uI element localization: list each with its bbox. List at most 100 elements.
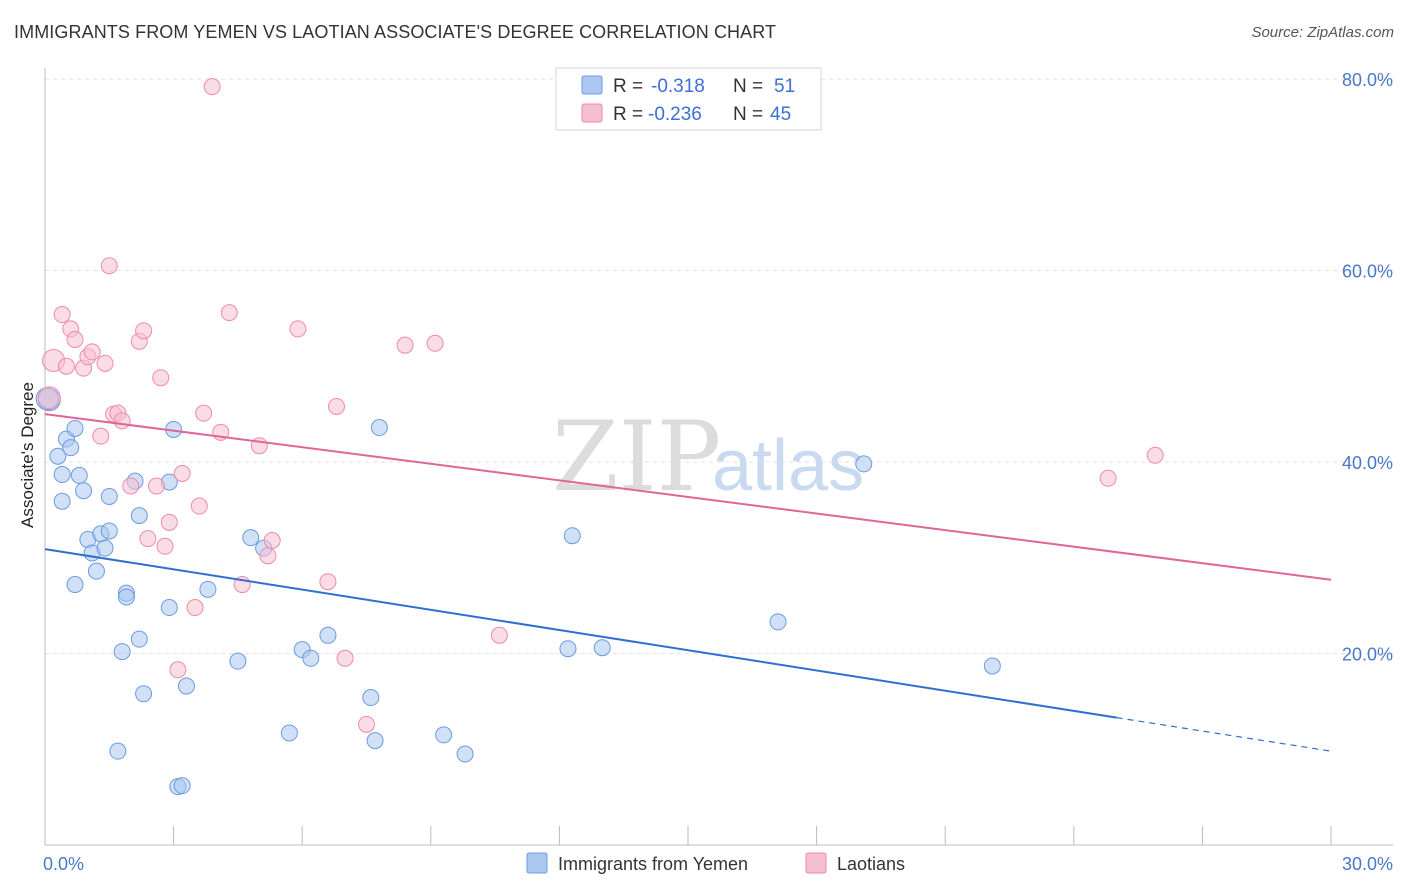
data-point bbox=[426, 334, 444, 352]
data-point bbox=[319, 573, 337, 591]
source-credit: Source: ZipAtlas.com bbox=[1251, 24, 1394, 41]
series-legend-label-laotians: Laotians bbox=[837, 854, 905, 874]
y-tick-label: 20.0% bbox=[1342, 645, 1393, 665]
data-point bbox=[1099, 469, 1117, 487]
data-point bbox=[396, 336, 414, 354]
y-tick-label: 80.0% bbox=[1342, 70, 1393, 90]
data-point bbox=[220, 304, 238, 322]
series-legend-swatch-laotians bbox=[805, 852, 827, 874]
data-point bbox=[130, 630, 148, 648]
legend-r-label-yemen: R = bbox=[613, 76, 643, 97]
watermark-zip: ZIP bbox=[552, 401, 721, 513]
data-point bbox=[169, 661, 187, 679]
legend-r-label-laotians: R = bbox=[613, 104, 643, 125]
trend-line-laotians bbox=[44, 413, 1332, 581]
data-point bbox=[302, 649, 320, 667]
axes bbox=[44, 68, 1393, 846]
legend-n-label-laotians: N = bbox=[733, 104, 763, 125]
x-tick-label-max: 30.0% bbox=[1342, 854, 1393, 874]
data-point bbox=[70, 466, 88, 484]
data-point bbox=[83, 343, 101, 361]
data-point bbox=[113, 412, 131, 430]
y-axis-title: Associate's Degree bbox=[18, 382, 37, 528]
data-point bbox=[100, 257, 118, 275]
data-point bbox=[593, 639, 611, 657]
data-point bbox=[199, 580, 217, 598]
data-point bbox=[319, 626, 337, 644]
data-point bbox=[559, 640, 577, 658]
data-point bbox=[177, 677, 195, 695]
data-point bbox=[53, 492, 71, 510]
data-point bbox=[135, 685, 153, 703]
data-point bbox=[152, 369, 170, 387]
chart-title: IMMIGRANTS FROM YEMEN VS LAOTIAN ASSOCIA… bbox=[14, 22, 777, 42]
data-point bbox=[456, 745, 474, 763]
data-point bbox=[186, 599, 204, 617]
data-point bbox=[563, 527, 581, 545]
data-point bbox=[117, 588, 135, 606]
data-point bbox=[53, 465, 71, 483]
data-point bbox=[435, 726, 453, 744]
watermark-atlas: atlas bbox=[712, 426, 864, 506]
data-point bbox=[358, 715, 375, 733]
series-legend-label-yemen: Immigrants from Yemen bbox=[558, 854, 748, 874]
data-point bbox=[280, 724, 298, 742]
data-point bbox=[87, 562, 105, 580]
legend-swatch-laotians bbox=[581, 103, 603, 123]
stats-legend: R = -0.318 N = 51 R = -0.236 N = 45 bbox=[555, 67, 822, 131]
y-tick-label: 40.0% bbox=[1342, 453, 1393, 473]
x-tick-label-min: 0.0% bbox=[43, 854, 84, 874]
data-point bbox=[92, 427, 110, 445]
trend-line-extension bbox=[1116, 717, 1332, 752]
data-point bbox=[1146, 446, 1164, 464]
data-point bbox=[66, 330, 84, 348]
y-tick-label: 60.0% bbox=[1342, 262, 1393, 282]
data-point bbox=[109, 742, 127, 760]
data-point bbox=[37, 386, 61, 410]
data-point bbox=[100, 522, 118, 540]
data-point bbox=[327, 397, 345, 415]
data-point bbox=[156, 537, 174, 555]
data-point bbox=[855, 455, 873, 473]
data-point bbox=[53, 306, 71, 324]
data-point bbox=[289, 320, 307, 338]
series-legend-swatch-yemen bbox=[526, 852, 548, 874]
trend-layer bbox=[44, 413, 1332, 752]
data-point bbox=[66, 576, 84, 594]
data-point bbox=[147, 477, 165, 495]
data-point bbox=[135, 322, 153, 340]
data-point bbox=[100, 487, 118, 505]
data-point bbox=[195, 404, 213, 422]
data-point bbox=[203, 78, 221, 96]
data-point bbox=[139, 530, 157, 548]
data-point bbox=[96, 354, 114, 372]
data-point bbox=[336, 649, 354, 667]
data-point bbox=[190, 497, 208, 515]
data-point bbox=[259, 547, 277, 565]
series-legend: Immigrants from Yemen Laotians bbox=[526, 852, 905, 874]
data-point bbox=[983, 657, 1001, 675]
data-point bbox=[57, 357, 75, 375]
data-point bbox=[75, 482, 93, 500]
data-point bbox=[160, 513, 178, 531]
data-point bbox=[769, 613, 787, 631]
data-point bbox=[130, 507, 148, 525]
legend-r-value-yemen: -0.318 bbox=[651, 76, 705, 97]
data-point bbox=[229, 652, 247, 670]
series-layer bbox=[35, 78, 1164, 796]
data-point bbox=[96, 539, 114, 557]
x-tick-labels: 0.0% 30.0% bbox=[43, 854, 1393, 874]
trend-line-yemen bbox=[44, 548, 1117, 719]
legend-n-value-laotians: 45 bbox=[770, 104, 791, 125]
data-point bbox=[49, 447, 67, 465]
grid bbox=[45, 78, 1393, 654]
data-point bbox=[66, 419, 84, 437]
y-tick-labels: 20.0% 40.0% 60.0% 80.0% bbox=[1342, 70, 1393, 665]
legend-n-label-yemen: N = bbox=[733, 76, 763, 97]
watermark: ZIP atlas bbox=[552, 401, 864, 513]
data-point bbox=[366, 732, 384, 750]
data-point bbox=[62, 439, 80, 457]
data-point bbox=[173, 464, 191, 482]
data-point bbox=[242, 529, 260, 547]
